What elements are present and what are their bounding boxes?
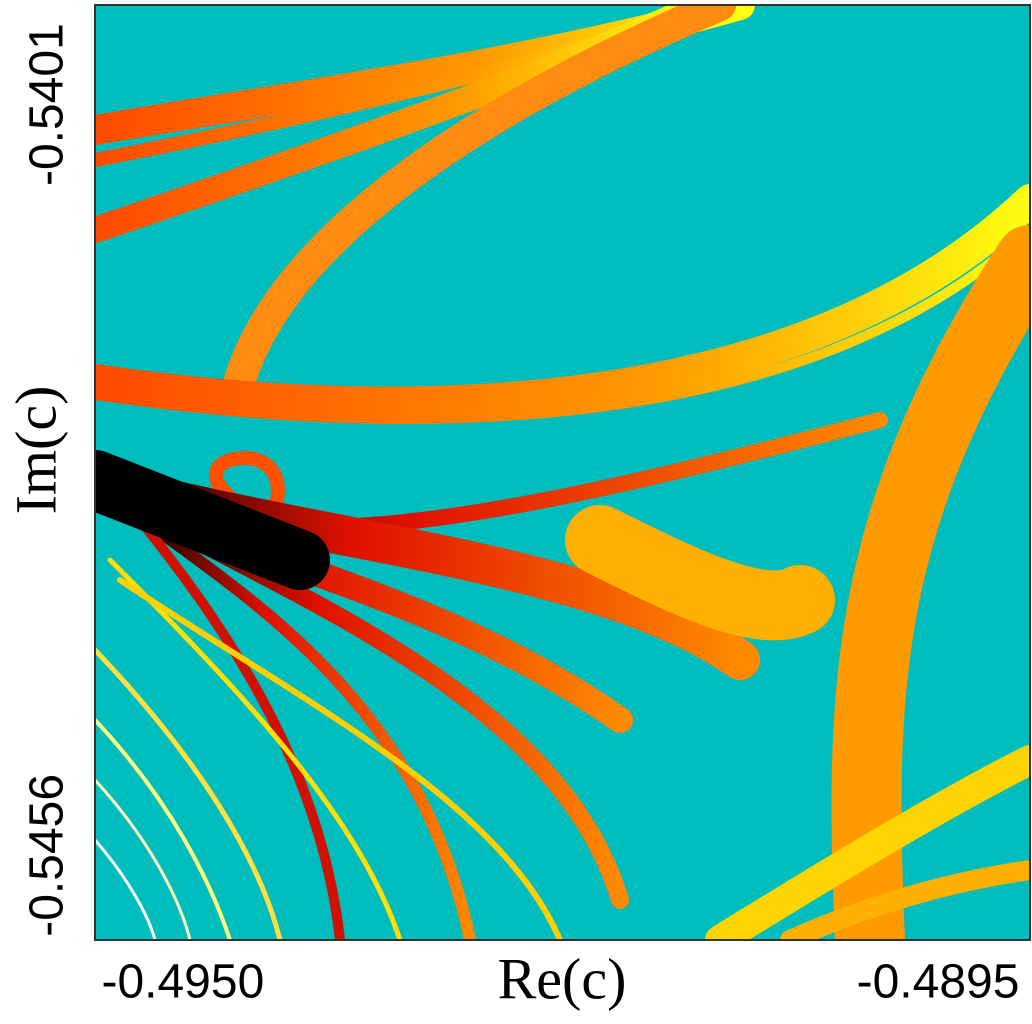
x-axis-label: Re(c) <box>498 946 627 1011</box>
x-tick-label: -0.4950 <box>101 956 264 1009</box>
plot-frame <box>94 4 1031 941</box>
y-tick-label: -0.5456 <box>21 774 74 937</box>
fractal <box>95 5 1030 940</box>
y-tick-label: -0.5401 <box>21 23 74 186</box>
y-axis-label: Im(c) <box>3 386 68 515</box>
x-tick-label: -0.4895 <box>857 956 1020 1009</box>
